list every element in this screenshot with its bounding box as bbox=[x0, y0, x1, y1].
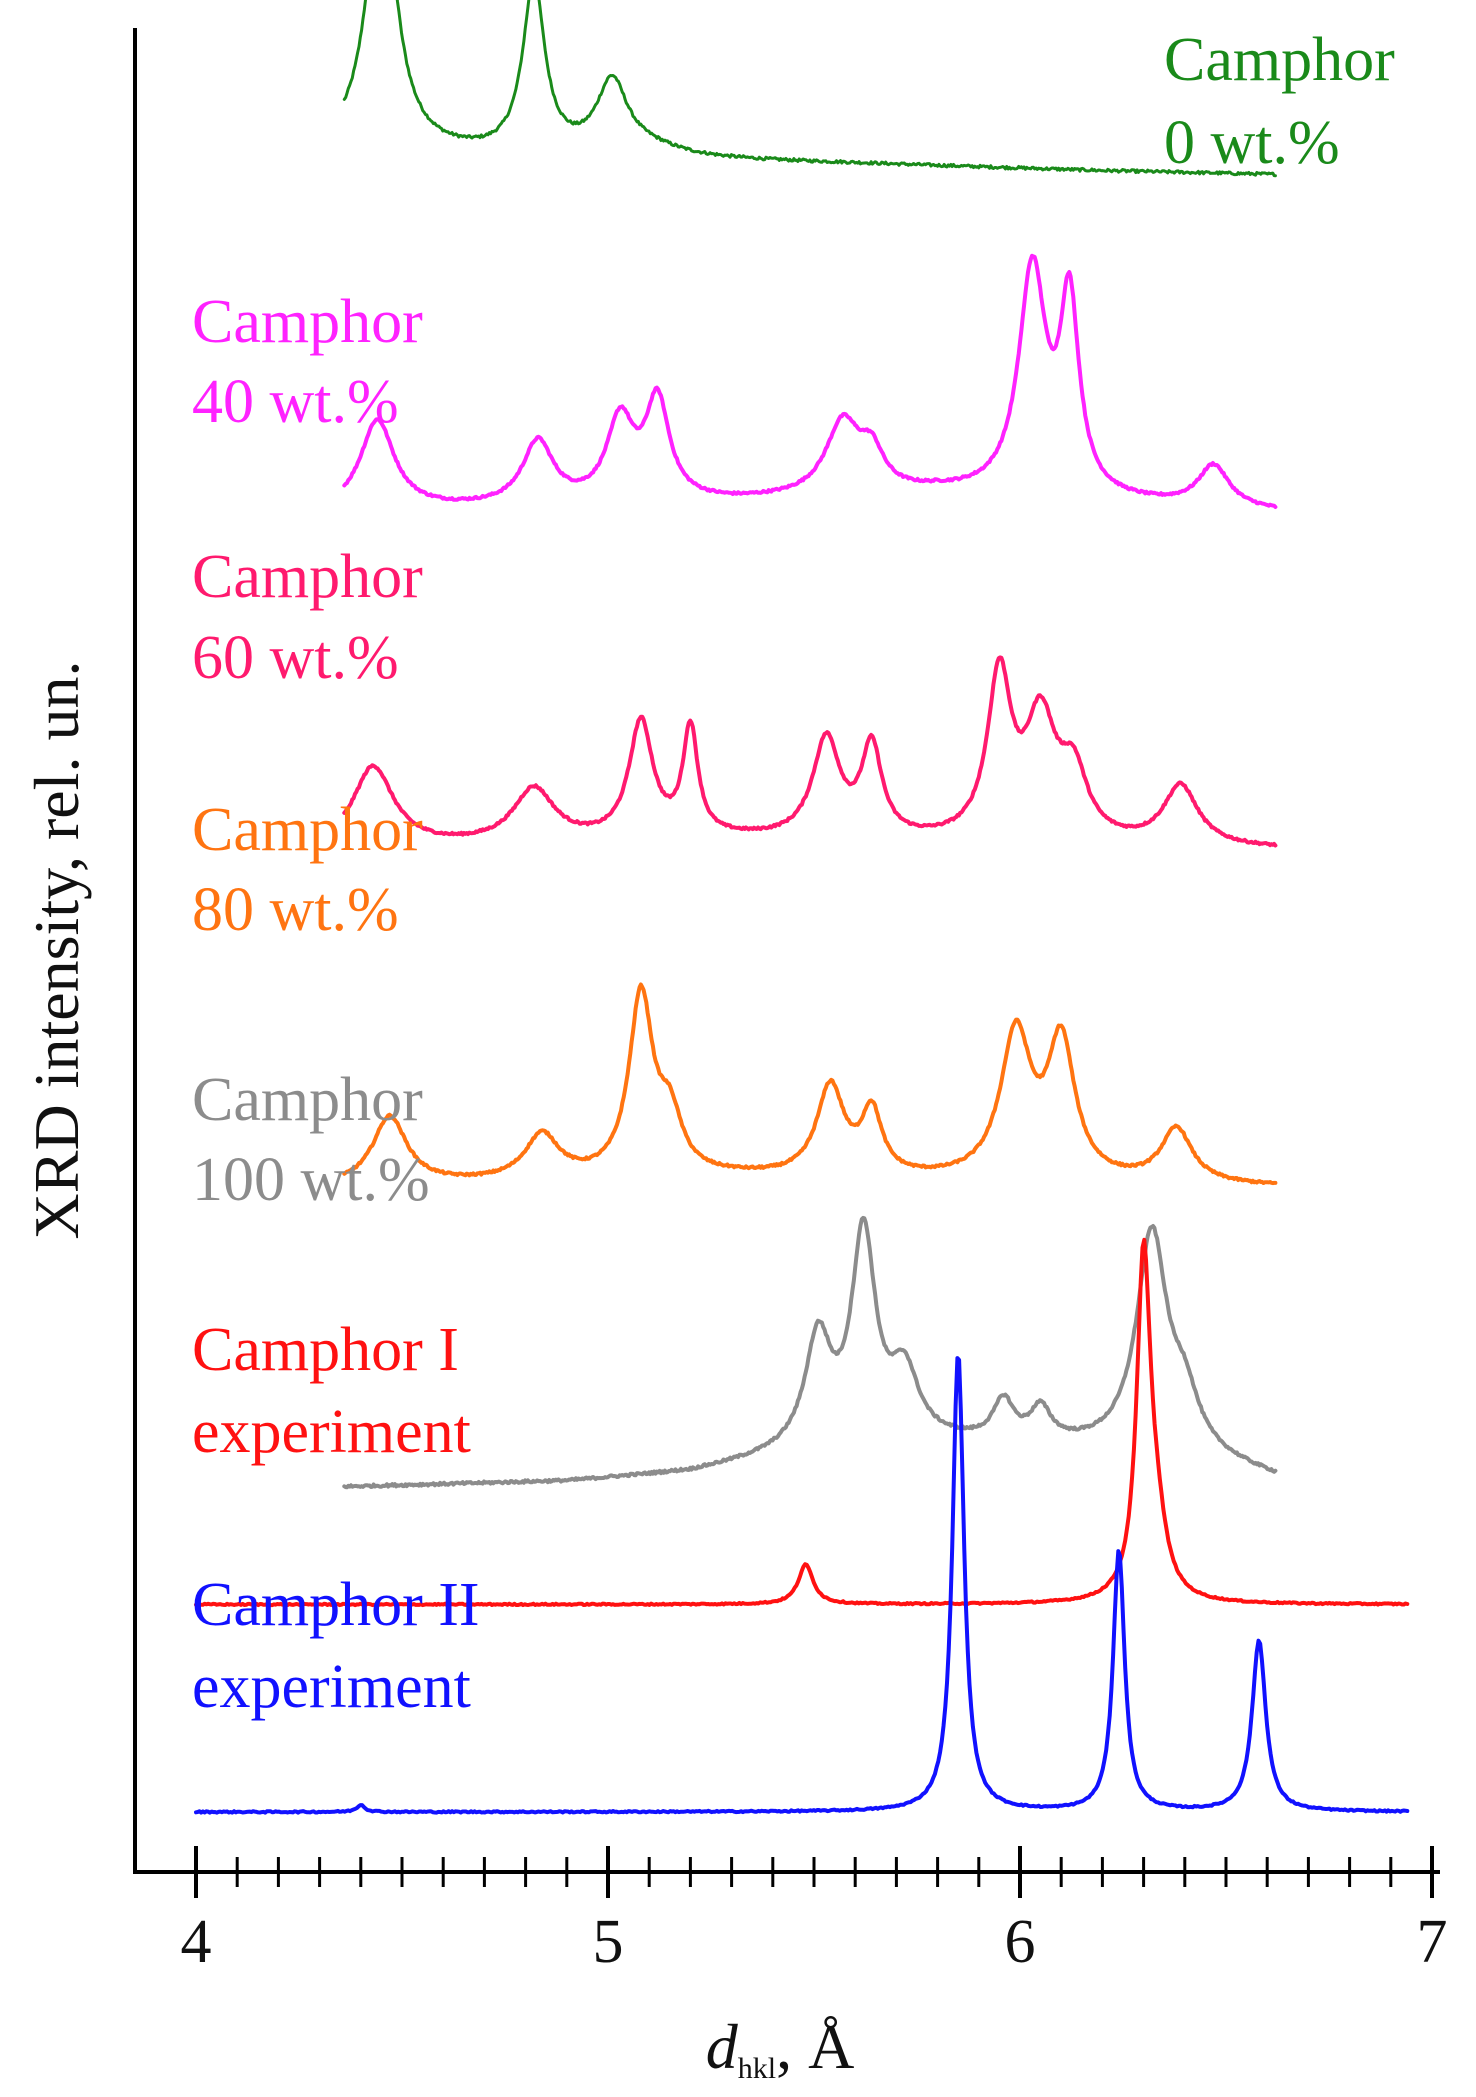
series-line-c80 bbox=[342, 982, 1278, 1186]
x-ticks-layer: 4 5 6 7 bbox=[181, 1846, 1448, 1976]
series-label-c80-line1: Camphor bbox=[192, 796, 423, 864]
series-label-cII-line1: Camphor II bbox=[192, 1571, 480, 1639]
x-axis-title-symbol: d bbox=[706, 2011, 739, 2082]
series-labels-layer: Camphor 0 wt.% Camphor 40 wt.% Camphor 60 wt.… bbox=[192, 26, 1395, 1721]
traces-layer bbox=[194, 0, 1410, 1815]
series-label-c100-line2: 100 wt.% bbox=[192, 1146, 430, 1214]
axes-layer bbox=[133, 28, 1440, 1874]
y-axis-title: XRD intensity, rel. un. bbox=[21, 661, 92, 1240]
series-label-cII-line2: experiment bbox=[192, 1653, 471, 1721]
series-label-c100-line1: Camphor bbox=[192, 1066, 423, 1134]
x-tick-label-7: 7 bbox=[1417, 1908, 1448, 1976]
series-line-cII bbox=[194, 1356, 1410, 1815]
series-line-c0 bbox=[342, 0, 1277, 178]
series-label-c40-line2: 40 wt.% bbox=[192, 368, 399, 436]
series-line-c40 bbox=[342, 253, 1278, 509]
x-axis-title: dhkl, Å bbox=[706, 2011, 855, 2085]
series-label-c0-line1: Camphor bbox=[1164, 26, 1395, 94]
series-label-c40-line1: Camphor bbox=[192, 288, 423, 356]
series-label-cI-line1: Camphor I bbox=[192, 1316, 459, 1384]
series-line-cI bbox=[194, 1237, 1410, 1608]
series-label-c60-line1: Camphor bbox=[192, 543, 423, 611]
series-line-c60 bbox=[342, 655, 1278, 848]
series-label-c60-line2: 60 wt.% bbox=[192, 624, 399, 692]
series-line-c100 bbox=[342, 1215, 1278, 1490]
series-label-cI-line2: experiment bbox=[192, 1398, 471, 1466]
x-axis-title-subscript: hkl bbox=[738, 2052, 776, 2085]
x-tick-label-5: 5 bbox=[593, 1908, 624, 1976]
series-label-c0-line2: 0 wt.% bbox=[1164, 109, 1340, 177]
x-tick-label-4: 4 bbox=[181, 1908, 212, 1976]
x-axis-title-unit: , Å bbox=[776, 2011, 854, 2082]
x-tick-label-6: 6 bbox=[1005, 1908, 1036, 1976]
series-label-c80-line2: 80 wt.% bbox=[192, 876, 399, 944]
